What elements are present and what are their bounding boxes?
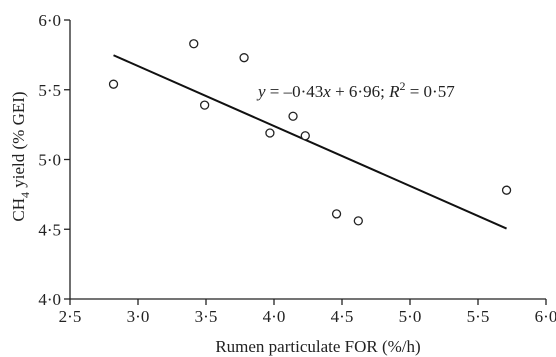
eq-y: y (256, 82, 266, 101)
data-point (265, 128, 275, 138)
data-point (189, 39, 199, 49)
data-point (501, 185, 512, 195)
x-tick-label: 5·0 (399, 307, 422, 326)
eq-x: x (322, 82, 331, 101)
y-tick-label: 5·0 (38, 151, 61, 170)
regression-equation: y = –0·43x + 6·96; R2 = 0·57 (256, 79, 455, 101)
eq-r-squared-superscript: 2 (399, 79, 405, 93)
data-point (353, 216, 363, 226)
y-axis-ticks: 4·0 4·5 5·0 5·5 6·0 (38, 11, 70, 309)
x-tick-label: 3·5 (195, 307, 218, 326)
y-tick-label: 6·0 (38, 11, 61, 30)
eq-r-squared-value: = 0·57 (405, 82, 455, 101)
x-tick-label: 3·0 (127, 307, 150, 326)
x-tick-label: 4·0 (263, 307, 286, 326)
eq-r: R (388, 82, 400, 101)
y-axis-title-subscript: 4 (18, 192, 32, 198)
data-point (288, 111, 298, 121)
y-axis-title-rest: yield (% GEI) (9, 91, 28, 192)
x-tick-label: 6·0 (535, 307, 556, 326)
x-axis-ticks: 2·5 3·0 3·5 4·0 4·5 5·0 5·5 6·0 (59, 299, 556, 326)
data-point (239, 53, 249, 63)
data-point (108, 79, 119, 89)
eq-intercept: + 6·96; (331, 82, 389, 101)
data-point (199, 100, 210, 110)
data-point (300, 131, 310, 141)
y-axis-title: CH4 yield (% GEI) (9, 91, 32, 221)
x-tick-label: 4·5 (331, 307, 354, 326)
x-axis-title: Rumen particulate FOR (%/h) (215, 337, 420, 356)
x-tick-label: 2·5 (59, 307, 82, 326)
plot-area (108, 39, 512, 230)
y-axis-title-main: CH (9, 198, 28, 222)
y-tick-label: 4·0 (38, 290, 61, 309)
x-tick-label: 5·5 (467, 307, 490, 326)
data-point (331, 209, 342, 219)
axes: 2·5 3·0 3·5 4·0 4·5 5·0 5·5 6·0 4·0 4·5 5·0 5·5 6·0 (38, 11, 556, 326)
trend-line (113, 54, 507, 230)
y-tick-label: 4·5 (38, 220, 61, 239)
eq-coef: = –0·43 (266, 82, 324, 101)
y-tick-label: 5·5 (38, 81, 61, 100)
